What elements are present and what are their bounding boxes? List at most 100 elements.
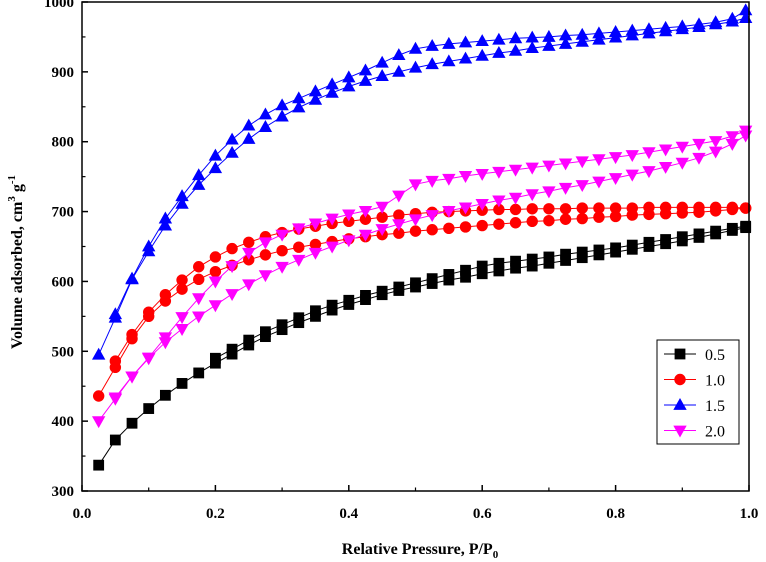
- data-point-desorption: [292, 223, 306, 236]
- data-point-desorption: [542, 160, 556, 173]
- data-point-desorption: [526, 253, 538, 265]
- data-point-desorption: [108, 392, 123, 405]
- data-point-adsorption: [458, 202, 473, 215]
- data-point-adsorption: [425, 57, 439, 70]
- data-point-desorption: [243, 334, 255, 346]
- data-point-adsorption: [525, 189, 539, 202]
- data-point-adsorption: [526, 215, 538, 228]
- data-point-adsorption: [275, 109, 289, 122]
- data-point-desorption: [208, 148, 223, 161]
- data-point-adsorption: [493, 218, 505, 230]
- data-point-desorption: [458, 35, 473, 48]
- data-point-adsorption: [559, 213, 572, 225]
- data-point-adsorption: [675, 157, 689, 170]
- x-axis-title: Relative Pressure, P/P0: [342, 541, 499, 561]
- data-point-desorption: [209, 251, 222, 263]
- data-point-adsorption: [293, 241, 305, 253]
- data-point-desorption: [508, 164, 523, 177]
- data-point-adsorption: [325, 241, 339, 254]
- data-point-adsorption: [192, 178, 206, 190]
- data-point-desorption: [242, 247, 256, 260]
- data-point-desorption: [426, 273, 438, 285]
- series-1.0: [92, 201, 752, 402]
- data-point-adsorption: [208, 300, 223, 313]
- data-point-adsorption: [409, 225, 422, 237]
- data-point-desorption: [676, 231, 688, 243]
- data-point-desorption: [738, 3, 753, 16]
- data-point-desorption: [558, 158, 573, 171]
- x-tick-label: 0.4: [339, 506, 358, 522]
- data-point-desorption: [740, 220, 752, 232]
- data-point-adsorption: [509, 217, 522, 229]
- data-point-adsorption: [375, 224, 389, 237]
- data-point-desorption: [525, 162, 539, 175]
- data-point-adsorption: [126, 417, 138, 429]
- data-point-desorption: [543, 251, 555, 263]
- data-point-adsorption: [708, 146, 723, 159]
- data-point-adsorption: [308, 92, 323, 105]
- data-point-adsorption: [242, 279, 256, 292]
- data-point-desorption: [158, 211, 173, 224]
- data-point-desorption: [625, 150, 639, 163]
- data-point-desorption: [158, 332, 173, 345]
- data-point-desorption: [559, 203, 572, 215]
- data-point-desorption: [626, 202, 638, 214]
- x-tick-label: 0.8: [606, 506, 625, 522]
- series-line-adsorption: [98, 134, 746, 422]
- data-point-adsorption: [542, 38, 556, 51]
- data-point-desorption: [493, 257, 505, 269]
- data-point-adsorption: [292, 254, 306, 267]
- data-point-desorption: [225, 261, 239, 274]
- data-point-desorption: [192, 168, 206, 181]
- data-point-desorption: [142, 352, 156, 365]
- data-point-desorption: [593, 244, 605, 256]
- data-point-desorption: [375, 201, 389, 214]
- data-point-desorption: [525, 30, 539, 43]
- data-point-adsorption: [193, 367, 205, 379]
- legend-marker: [674, 348, 686, 360]
- data-point-desorption: [392, 48, 406, 60]
- data-point-desorption: [460, 264, 471, 276]
- data-point-desorption: [626, 239, 638, 251]
- data-point-adsorption: [408, 214, 423, 227]
- data-point-desorption: [592, 26, 606, 39]
- data-point-desorption: [375, 55, 389, 68]
- data-point-desorption: [642, 147, 656, 160]
- data-point-desorption: [692, 17, 706, 30]
- y-tick-label: 500: [52, 344, 75, 360]
- data-point-desorption: [708, 136, 723, 149]
- data-point-desorption: [658, 144, 673, 157]
- data-point-desorption: [310, 305, 321, 317]
- data-point-desorption: [575, 27, 589, 40]
- data-point-adsorption: [325, 85, 339, 98]
- data-point-desorption: [610, 242, 621, 254]
- data-point-desorption: [275, 98, 289, 111]
- y-axis-title: Volume adsorbed, cm3 g-1: [6, 175, 26, 349]
- data-point-desorption: [292, 91, 306, 104]
- data-point-adsorption: [209, 265, 222, 278]
- data-point-adsorption: [692, 152, 706, 165]
- y-tick-label: 600: [52, 274, 75, 290]
- data-point-desorption: [425, 38, 439, 51]
- data-point-desorption: [725, 11, 740, 24]
- data-point-desorption: [326, 299, 338, 311]
- data-point-desorption: [225, 132, 239, 145]
- data-point-desorption: [558, 28, 573, 41]
- data-point-desorption: [125, 271, 139, 284]
- data-point-adsorption: [475, 198, 489, 211]
- data-point-adsorption: [275, 261, 289, 274]
- x-tick-label: 1.0: [740, 506, 759, 522]
- axes: 0.0 0.2 0.4 0.6 0.8 1.0 300 400 500 600 700 800 900 1…: [44, 0, 758, 522]
- data-point-adsorption: [425, 210, 439, 223]
- data-point-adsorption: [375, 69, 389, 81]
- data-point-desorption: [542, 29, 556, 42]
- series-1.5: [91, 3, 753, 360]
- data-point-adsorption: [525, 41, 539, 54]
- data-point-desorption: [643, 236, 655, 248]
- data-point-desorption: [159, 289, 172, 301]
- data-point-desorption: [510, 255, 521, 267]
- data-point-desorption: [560, 248, 571, 260]
- data-point-adsorption: [308, 247, 323, 260]
- data-point-desorption: [443, 269, 455, 280]
- legend-marker: [674, 373, 686, 386]
